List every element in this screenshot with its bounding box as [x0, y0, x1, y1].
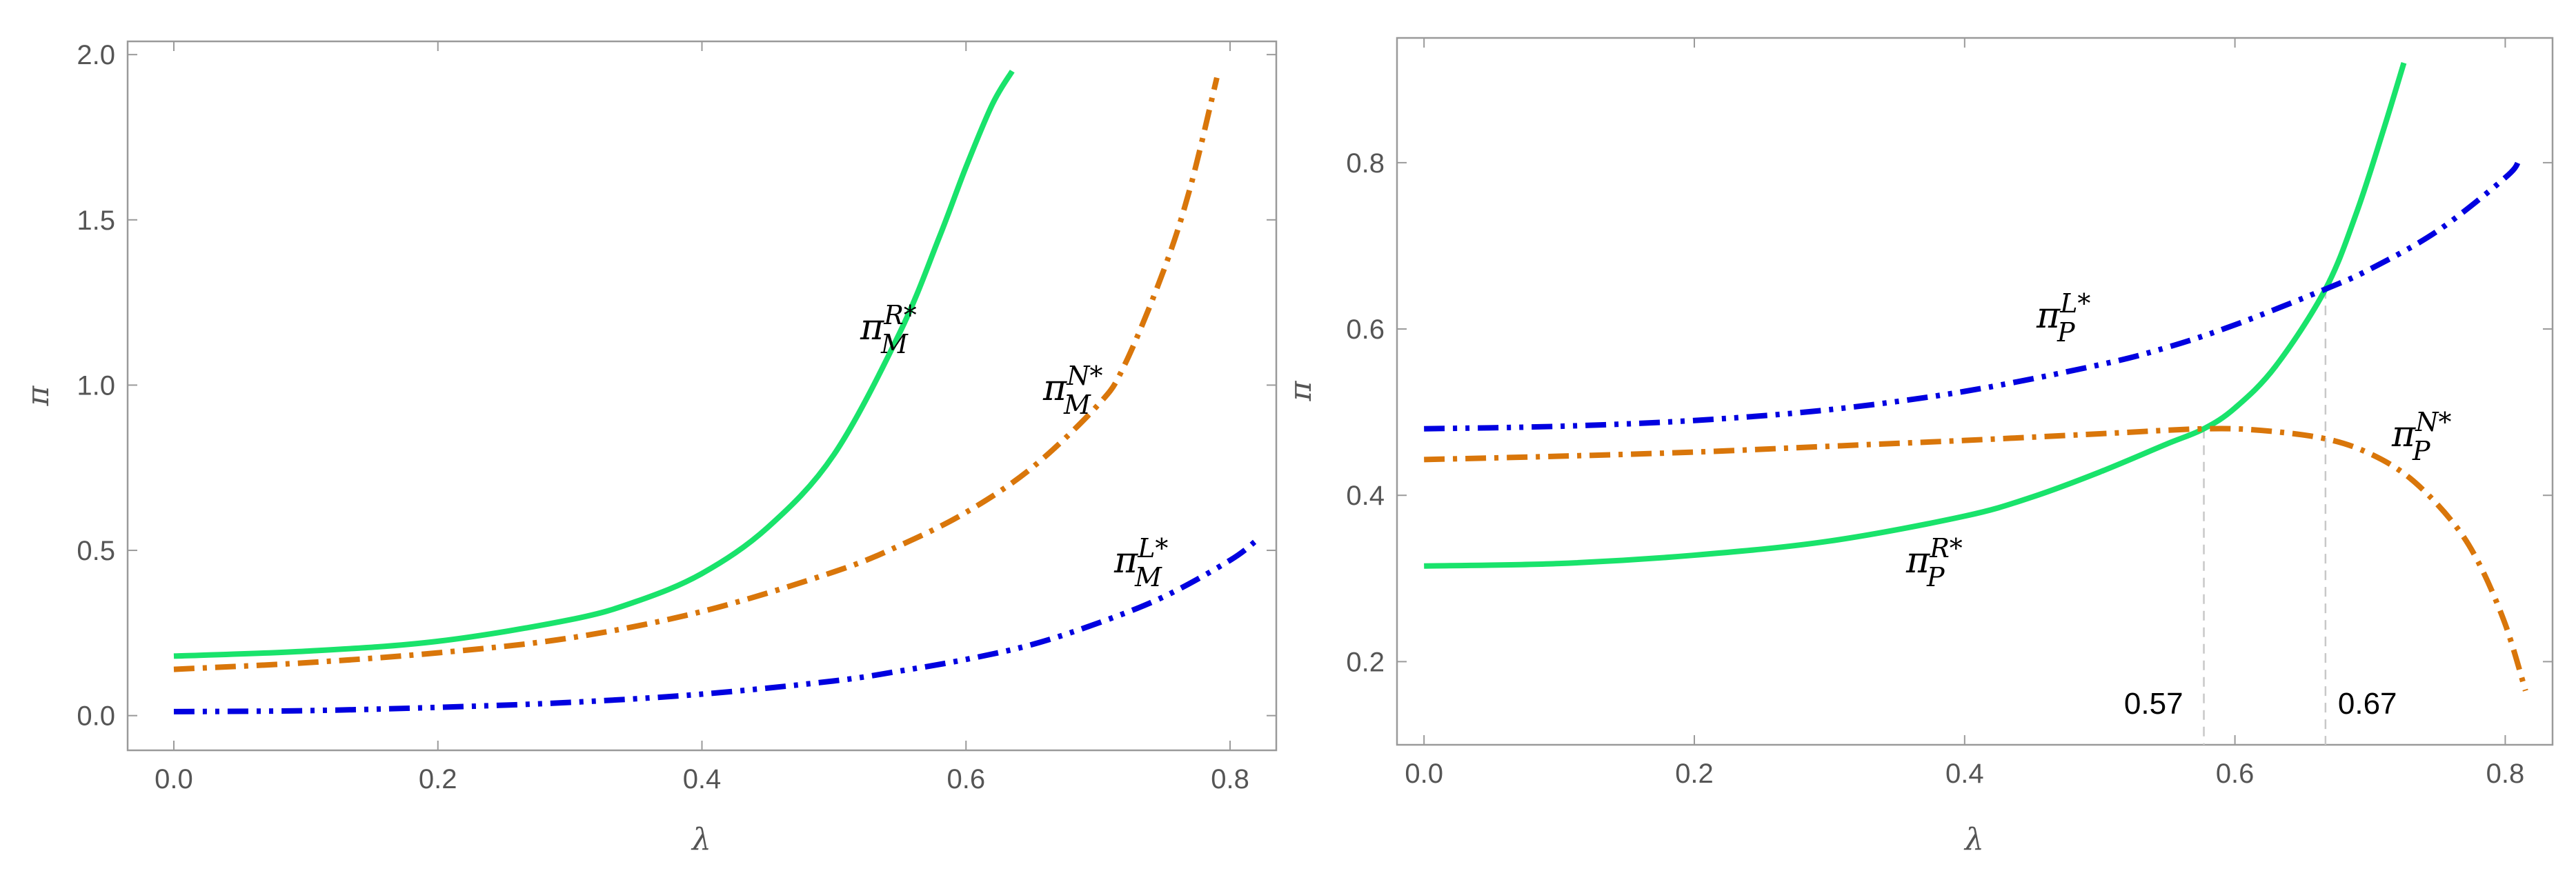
series-label-R: πR* M	[860, 300, 917, 359]
curve-labels: πR* P πN* P πL* P	[1905, 288, 2451, 592]
y-axis-label: π	[1283, 380, 1318, 401]
y-axis: 0.2 0.4 0.6 0.8	[1346, 148, 2553, 677]
annotation-guides: 0.57 0.67	[2124, 289, 2397, 745]
x-tick-label: 0.4	[683, 764, 722, 794]
x-axis-label: λ	[691, 822, 711, 857]
series-label-N: πN* P	[2391, 407, 2451, 466]
curve-labels: πR* M πN* M πL* M	[860, 300, 1168, 592]
chart-left: 0.0 0.2 0.4 0.6 0.8 0.0 0.5 1.0 1.5 2.0 πR* M πN* M…	[21, 40, 1278, 857]
annotation-label: 0.67	[2338, 687, 2397, 721]
series-line-R	[1424, 62, 2407, 569]
y-axis-label: π	[21, 385, 56, 406]
series-label-L: πL* M	[1113, 533, 1168, 592]
plot-frame	[1396, 37, 2554, 746]
y-tick-label: 1.5	[77, 206, 115, 236]
x-tick-label: 0.6	[947, 764, 985, 794]
x-tick-label: 0.8	[2486, 759, 2525, 789]
y-tick-label: 0.5	[77, 536, 115, 566]
y-tick-label: 0.4	[1346, 481, 1385, 511]
x-tick-label: 0.8	[1211, 764, 1249, 794]
series-line-L	[173, 538, 1258, 714]
series-line-L	[1424, 159, 2521, 432]
x-tick-label: 0.2	[1675, 759, 1714, 789]
y-tick-label: 0.6	[1346, 314, 1385, 345]
y-tick-label: 1.0	[77, 370, 115, 401]
series-label-L: πL* P	[2036, 288, 2090, 348]
x-tick-label: 0.2	[419, 764, 457, 794]
series-label-R: πR* P	[1905, 533, 1963, 592]
series-layer	[173, 70, 1258, 714]
x-axis: 0.0 0.2 0.4 0.6 0.8	[155, 41, 1249, 794]
y-axis: 0.0 0.5 1.0 1.5 2.0	[77, 40, 1276, 732]
y-tick-label: 0.0	[77, 701, 115, 732]
x-axis-label: λ	[1963, 822, 1984, 857]
series-line-R	[173, 70, 1015, 659]
x-tick-label: 0.6	[2216, 759, 2255, 789]
y-tick-label: 0.8	[1346, 148, 1385, 179]
series-line-N	[173, 77, 1220, 672]
annotation-label: 0.57	[2124, 687, 2183, 721]
x-tick-label: 0.4	[1945, 759, 1984, 789]
y-tick-label: 2.0	[77, 40, 115, 70]
y-tick-label: 0.2	[1346, 647, 1385, 677]
x-axis: 0.0 0.2 0.4 0.6 0.8	[1405, 38, 2524, 789]
series-label-N: πN* M	[1042, 361, 1102, 420]
chart-right: 0.57 0.67 0.0 0.2 0.4 0.6 0.8 0.2 0.4 0.6 0.8 πR…	[1283, 37, 2554, 857]
x-tick-label: 0.0	[1405, 759, 1443, 789]
series-layer	[1424, 62, 2528, 692]
x-tick-label: 0.0	[155, 764, 193, 794]
